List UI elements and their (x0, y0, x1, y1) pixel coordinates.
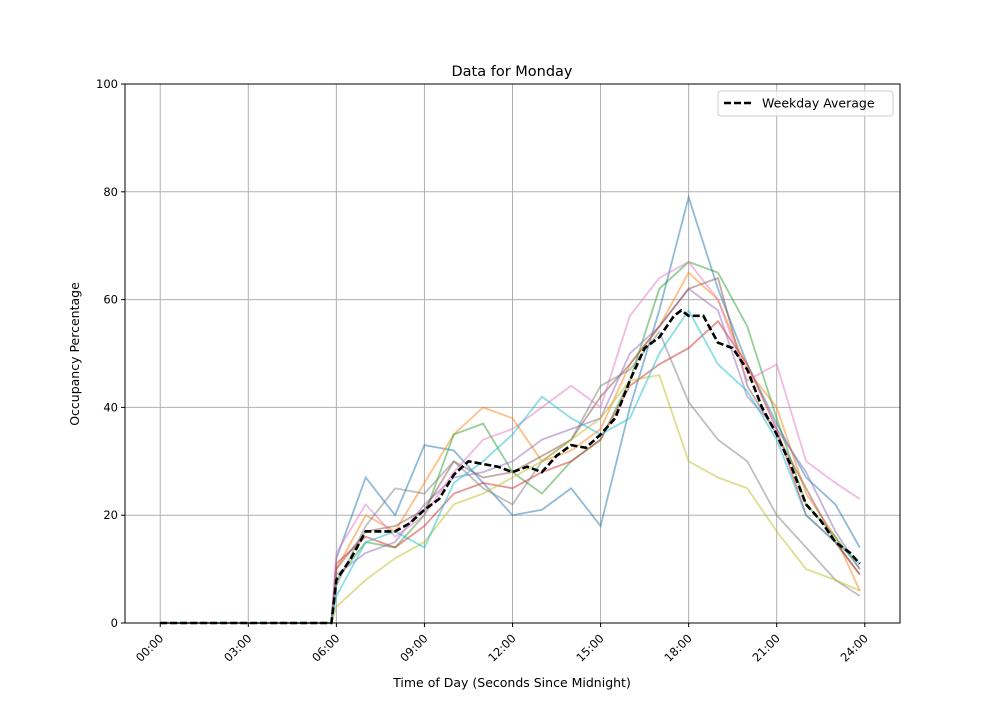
y-tick-label: 20 (103, 508, 118, 522)
series-line-9 (160, 374, 861, 624)
x-tick-label: 06:00 (309, 631, 342, 664)
legend-box (717, 90, 894, 117)
series-line-6 (160, 276, 861, 624)
series-line-5 (160, 287, 861, 624)
x-tick-label: 09:00 (397, 631, 430, 664)
average-line-group (160, 308, 861, 625)
x-axis-label: Time of Day (Seconds Since Midnight) (392, 675, 631, 690)
y-tick-label: 60 (103, 293, 118, 307)
x-tick-label: 03:00 (221, 631, 254, 664)
y-tick-label: 80 (103, 185, 118, 199)
series-line-1 (160, 193, 861, 624)
x-tick-label: 24:00 (838, 631, 871, 664)
series-line-7 (160, 260, 861, 624)
y-tick-label: 100 (96, 77, 118, 91)
legend-label-average: Weekday Average (762, 96, 875, 111)
weekday-average-line (160, 308, 861, 625)
x-tick-label: 21:00 (749, 631, 782, 664)
x-tick-label: 18:00 (661, 631, 694, 664)
series-lines (160, 193, 861, 624)
y-axis-label: Occupancy Percentage (67, 282, 82, 426)
series-line-2 (160, 271, 861, 624)
y-tick-label: 40 (103, 400, 118, 414)
x-axis-ticks: 00:00 03:00 06:00 09:00 12:00 15:00 18:00 21:00… (133, 623, 871, 665)
x-tick-label: 15:00 (573, 631, 606, 664)
series-line-10 (160, 308, 861, 624)
grid (125, 84, 900, 623)
series-line-4 (160, 319, 861, 624)
y-axis-ticks: 0 20 40 60 80 100 (96, 77, 125, 630)
chart-title: Data for Monday (451, 64, 572, 80)
x-tick-label: 00:00 (133, 631, 166, 664)
legend: Weekday Average (717, 90, 894, 117)
y-tick-label: 0 (111, 616, 118, 630)
x-tick-label: 12:00 (485, 631, 518, 664)
series-line-3 (160, 260, 861, 624)
